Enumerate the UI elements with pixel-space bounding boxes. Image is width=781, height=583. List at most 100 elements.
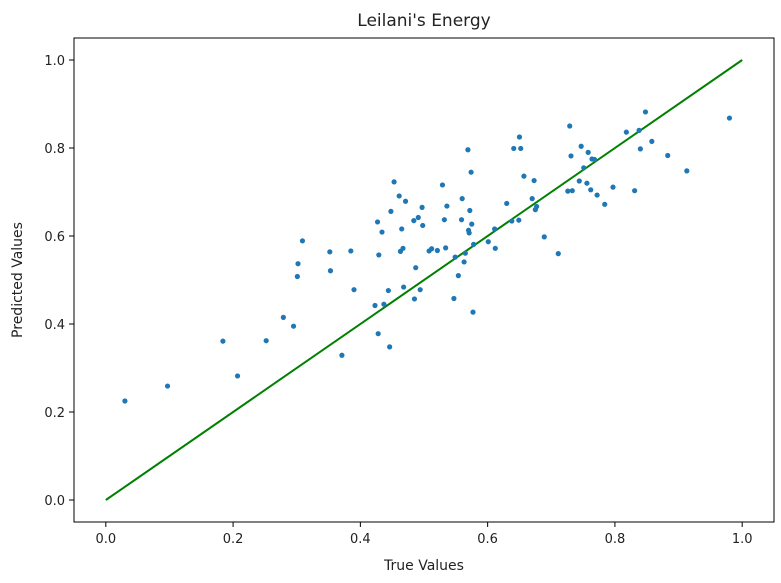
- scatter-point: [529, 196, 535, 202]
- scatter-point: [381, 301, 387, 307]
- scatter-point: [434, 247, 440, 254]
- scatter-point: [391, 179, 397, 185]
- scatter-points: [122, 109, 733, 404]
- scatter-point: [534, 203, 540, 210]
- x-tick-label: 0.4: [350, 532, 371, 547]
- scatter-point: [234, 373, 241, 379]
- scatter-point: [420, 222, 426, 229]
- y-tick-label: 0.0: [44, 494, 65, 509]
- scatter-point: [429, 246, 435, 252]
- scatter-point: [569, 188, 575, 194]
- x-tick-label: 1.0: [732, 532, 753, 547]
- scatter-point: [164, 383, 171, 389]
- x-tick-label: 0.6: [477, 532, 498, 547]
- scatter-point: [295, 261, 301, 267]
- scatter-point: [471, 241, 477, 247]
- y-tick-label: 0.2: [44, 406, 65, 421]
- scatter-point: [402, 198, 409, 204]
- scatter-point: [220, 338, 226, 344]
- scatter-point: [452, 254, 458, 260]
- scatter-point: [294, 273, 300, 280]
- y-tick-label: 0.4: [44, 318, 65, 333]
- scatter-point: [665, 152, 671, 159]
- scatter-point: [415, 214, 421, 221]
- scatter-point: [516, 217, 522, 223]
- scatter-point: [468, 169, 474, 175]
- scatter-point: [290, 323, 297, 329]
- scatter-point: [462, 250, 468, 256]
- scatter-point: [396, 193, 402, 199]
- y-tick-label: 0.8: [44, 142, 65, 157]
- scatter-point: [466, 230, 472, 236]
- scatter-point: [411, 218, 417, 224]
- scatter-point: [642, 109, 649, 115]
- scatter-point: [565, 188, 571, 194]
- y-axis-ticks: 0.0 0.2 0.4 0.6 0.8 1.0: [44, 54, 74, 509]
- scatter-point: [541, 234, 547, 240]
- scatter-point: [511, 145, 517, 152]
- scatter-point: [516, 134, 523, 140]
- scatter-point: [351, 287, 357, 293]
- reference-line-group: [105, 59, 743, 501]
- scatter-point: [385, 287, 391, 294]
- scatter-point: [465, 147, 471, 153]
- scatter-point: [637, 146, 643, 152]
- x-axis-label: True Values: [383, 558, 464, 574]
- scatter-point: [327, 249, 333, 255]
- scatter-point: [439, 182, 446, 188]
- scatter-point: [521, 173, 527, 179]
- scatter-point: [348, 248, 354, 254]
- scatter-point: [374, 219, 381, 225]
- scatter-point: [413, 265, 419, 271]
- scatter-point: [263, 338, 269, 344]
- scatter-point: [485, 239, 491, 245]
- y-tick-label: 1.0: [44, 54, 65, 69]
- x-tick-label: 0.8: [605, 532, 626, 547]
- scatter-point: [459, 196, 465, 202]
- scatter-point: [372, 302, 378, 309]
- scatter-point: [467, 207, 473, 214]
- scatter-point: [594, 192, 600, 198]
- scatter-point: [602, 201, 608, 207]
- scatter-point: [623, 129, 629, 135]
- scatter-point: [376, 252, 382, 258]
- scatter-point: [280, 314, 286, 320]
- scatter-point: [399, 226, 405, 232]
- scatter-point: [379, 229, 385, 235]
- y-axis-label: Predicted Values: [10, 222, 26, 338]
- scatter-point: [492, 226, 498, 232]
- scatter-point: [470, 309, 476, 315]
- scatter-point: [299, 238, 306, 244]
- scatter-point: [461, 259, 467, 265]
- scatter-point: [458, 217, 465, 223]
- scatter-point: [375, 331, 381, 337]
- scatter-point: [339, 352, 345, 358]
- x-axis-ticks: 0.0 0.2 0.4 0.6 0.8 1.0: [95, 522, 753, 547]
- scatter-point: [469, 221, 475, 227]
- scatter-point: [400, 245, 406, 251]
- scatter-point: [455, 273, 461, 279]
- scatter-point: [584, 180, 590, 186]
- x-tick-label: 0.2: [223, 532, 244, 547]
- scatter-point: [387, 344, 393, 350]
- scatter-point: [441, 217, 447, 223]
- scatter-point: [576, 178, 582, 184]
- scatter-point: [122, 398, 128, 404]
- scatter-point: [581, 165, 587, 171]
- scatter-point: [444, 203, 450, 209]
- scatter-point: [610, 184, 616, 190]
- scatter-point: [555, 251, 561, 257]
- scatter-point: [726, 115, 733, 121]
- reference-line: [105, 59, 743, 501]
- scatter-point: [327, 268, 334, 274]
- scatter-point: [401, 284, 407, 290]
- scatter-point: [388, 208, 394, 214]
- scatter-point: [509, 218, 515, 224]
- scatter-point: [649, 138, 655, 144]
- scatter-point: [504, 200, 510, 207]
- scatter-point: [443, 245, 449, 251]
- scatter-point: [578, 143, 584, 149]
- y-tick-label: 0.6: [44, 230, 65, 245]
- scatter-point: [451, 295, 457, 302]
